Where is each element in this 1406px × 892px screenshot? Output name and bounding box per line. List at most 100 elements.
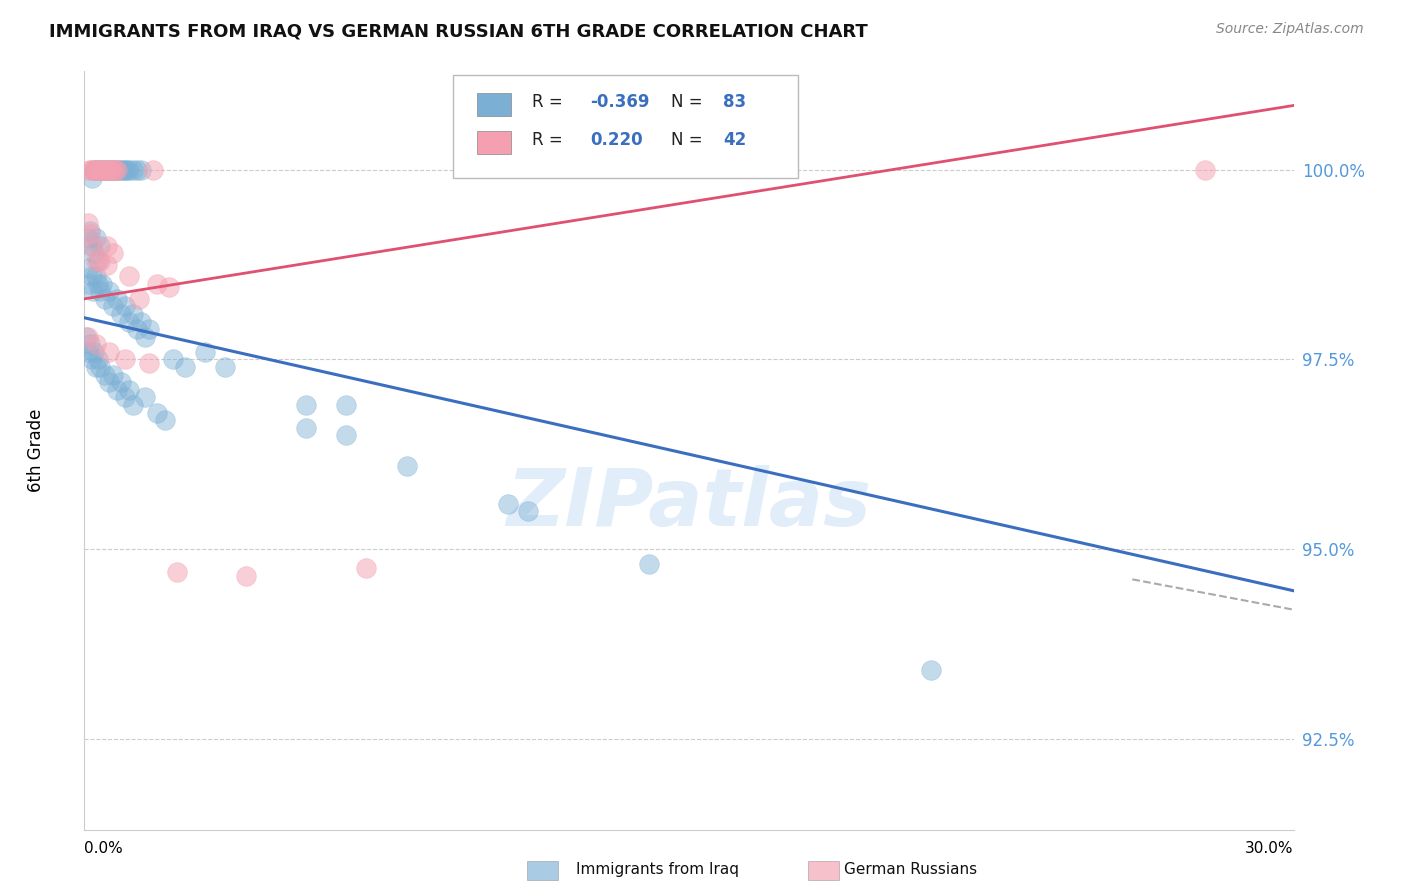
Text: 0.220: 0.220 xyxy=(589,130,643,149)
Point xyxy=(87,254,110,268)
Point xyxy=(107,163,129,178)
Point xyxy=(82,239,104,253)
Point xyxy=(118,383,141,397)
Text: 30.0%: 30.0% xyxy=(1246,841,1294,856)
Point xyxy=(129,163,152,178)
Point xyxy=(93,163,115,178)
Point xyxy=(166,565,188,579)
Point xyxy=(83,163,105,178)
Point xyxy=(114,352,136,367)
Point xyxy=(101,300,124,314)
Point xyxy=(84,254,107,268)
Point xyxy=(87,352,110,367)
Point xyxy=(91,163,114,178)
Point xyxy=(118,163,141,178)
Point xyxy=(146,277,169,291)
Point xyxy=(89,163,111,178)
Point xyxy=(76,330,98,344)
Point xyxy=(101,246,124,260)
Point xyxy=(138,322,160,336)
Point xyxy=(115,163,138,178)
Point xyxy=(91,163,114,178)
Point xyxy=(101,163,124,178)
Point xyxy=(79,224,101,238)
Point xyxy=(77,231,100,245)
Point xyxy=(101,368,124,382)
Point xyxy=(174,359,197,375)
Point xyxy=(496,497,519,511)
Point xyxy=(83,246,105,260)
Point xyxy=(134,330,156,344)
Point xyxy=(86,269,108,284)
Point xyxy=(134,391,156,405)
Point xyxy=(89,163,111,178)
Point xyxy=(76,261,98,276)
Text: R =: R = xyxy=(531,130,568,149)
Point xyxy=(93,292,115,306)
Point xyxy=(110,376,132,390)
Text: R =: R = xyxy=(531,93,568,111)
Point xyxy=(153,413,176,427)
Point xyxy=(356,561,378,575)
Point xyxy=(142,163,165,178)
Text: N =: N = xyxy=(671,93,707,111)
Text: 42: 42 xyxy=(723,130,747,149)
Point xyxy=(138,356,160,370)
Point xyxy=(86,231,108,245)
Point xyxy=(194,345,217,359)
Point xyxy=(82,239,104,253)
Point xyxy=(128,292,150,306)
FancyBboxPatch shape xyxy=(453,75,797,178)
Point xyxy=(104,163,127,178)
Point xyxy=(105,292,128,306)
Point xyxy=(86,337,108,351)
Point xyxy=(100,163,122,178)
Text: Source: ZipAtlas.com: Source: ZipAtlas.com xyxy=(1216,22,1364,37)
Point xyxy=(107,163,129,178)
Point xyxy=(86,359,108,375)
Point xyxy=(118,269,141,284)
Point xyxy=(100,163,122,178)
Point xyxy=(118,315,141,329)
Point xyxy=(86,163,108,178)
Point xyxy=(97,285,120,299)
Point xyxy=(82,285,104,299)
Text: 6th Grade: 6th Grade xyxy=(27,409,45,492)
Point xyxy=(80,170,103,185)
Bar xyxy=(478,130,512,154)
Point xyxy=(77,345,100,359)
Point xyxy=(80,269,103,284)
Point xyxy=(1194,163,1216,178)
Point xyxy=(121,163,143,178)
Point xyxy=(96,239,118,253)
Text: 0.0%: 0.0% xyxy=(84,841,124,856)
Point xyxy=(125,163,148,178)
Point xyxy=(335,428,357,442)
Point xyxy=(82,352,104,367)
Point xyxy=(77,277,100,291)
Point xyxy=(235,568,257,582)
Text: IMMIGRANTS FROM IRAQ VS GERMAN RUSSIAN 6TH GRADE CORRELATION CHART: IMMIGRANTS FROM IRAQ VS GERMAN RUSSIAN 6… xyxy=(49,22,868,40)
Text: German Russians: German Russians xyxy=(844,863,977,877)
Point xyxy=(295,421,318,435)
Point xyxy=(94,163,117,178)
Point xyxy=(86,163,108,178)
Point xyxy=(97,163,120,178)
Text: -0.369: -0.369 xyxy=(589,93,650,111)
Point xyxy=(96,258,118,272)
Text: Immigrants from Iraq: Immigrants from Iraq xyxy=(576,863,740,877)
Point xyxy=(104,163,127,178)
Point xyxy=(157,280,180,294)
Point xyxy=(114,163,136,178)
Point xyxy=(395,458,418,473)
Point xyxy=(83,345,105,359)
Point xyxy=(97,345,120,359)
Point xyxy=(121,398,143,412)
Point xyxy=(114,391,136,405)
Text: 83: 83 xyxy=(723,93,747,111)
Point xyxy=(75,330,97,344)
Point xyxy=(89,254,111,268)
Point xyxy=(96,163,118,178)
Point xyxy=(214,359,236,375)
Point xyxy=(105,383,128,397)
